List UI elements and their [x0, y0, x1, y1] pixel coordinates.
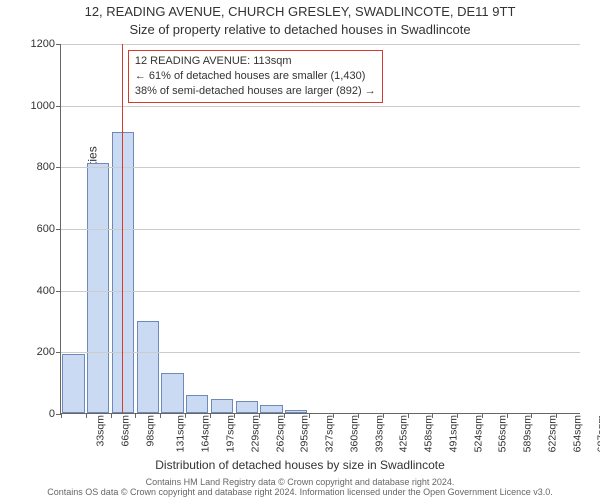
x-tick-label: 425sqm: [398, 413, 410, 452]
x-tick-mark: [432, 413, 433, 418]
histogram-bar: [62, 354, 84, 413]
x-tick-label: 131sqm: [175, 413, 187, 452]
y-tick-mark: [56, 352, 61, 353]
y-tick-label: 600: [37, 223, 55, 235]
histogram-bar: [236, 401, 258, 413]
y-tick-mark: [56, 291, 61, 292]
x-tick-label: 393sqm: [373, 413, 385, 452]
x-tick-label: 164sqm: [200, 413, 212, 452]
x-tick-mark: [531, 413, 532, 418]
x-tick-mark: [259, 413, 260, 418]
gridline: [61, 167, 580, 168]
x-tick-mark: [309, 413, 310, 418]
histogram-bar: [112, 132, 134, 413]
y-tick-label: 400: [37, 285, 55, 297]
gridline: [61, 106, 580, 107]
x-tick-label: 66sqm: [119, 413, 131, 447]
x-tick-mark: [284, 413, 285, 418]
x-tick-label: 458sqm: [422, 413, 434, 452]
y-tick-label: 800: [37, 161, 55, 173]
x-tick-label: 491sqm: [447, 413, 459, 452]
gridline: [61, 291, 580, 292]
x-tick-label: 327sqm: [323, 413, 335, 452]
annotation-line: 12 READING AVENUE: 113sqm: [135, 54, 376, 69]
x-tick-mark: [507, 413, 508, 418]
histogram-bar: [260, 405, 282, 413]
x-tick-label: 98sqm: [144, 413, 156, 447]
x-tick-mark: [457, 413, 458, 418]
x-tick-mark: [135, 413, 136, 418]
x-tick-label: 262sqm: [274, 413, 286, 452]
x-tick-mark: [160, 413, 161, 418]
annotation-line: 38% of semi-detached houses are larger (…: [135, 84, 376, 99]
x-tick-label: 33sqm: [95, 413, 107, 447]
x-tick-mark: [556, 413, 557, 418]
annotation-box: 12 READING AVENUE: 113sqm← 61% of detach…: [128, 50, 383, 103]
x-tick-mark: [333, 413, 334, 418]
x-tick-mark: [408, 413, 409, 418]
title-line-2: Size of property relative to detached ho…: [0, 22, 600, 37]
x-tick-label: 360sqm: [348, 413, 360, 452]
x-tick-label: 197sqm: [224, 413, 236, 452]
plot-area: 02004006008001000120033sqm66sqm98sqm131s…: [60, 44, 580, 414]
gridline: [61, 44, 580, 45]
x-tick-label: 687sqm: [596, 413, 600, 452]
x-tick-mark: [210, 413, 211, 418]
y-tick-label: 200: [37, 346, 55, 358]
y-tick-label: 1200: [31, 38, 55, 50]
property-marker-line: [122, 44, 123, 413]
x-tick-label: 295sqm: [299, 413, 311, 452]
histogram-bar: [211, 399, 233, 413]
caption-line-2: Contains OS data © Crown copyright and d…: [0, 488, 600, 498]
y-tick-mark: [56, 229, 61, 230]
x-tick-mark: [482, 413, 483, 418]
histogram-bar: [137, 321, 159, 414]
y-tick-mark: [56, 167, 61, 168]
x-tick-label: 589sqm: [522, 413, 534, 452]
y-tick-mark: [56, 106, 61, 107]
x-tick-mark: [185, 413, 186, 418]
x-tick-mark: [358, 413, 359, 418]
gridline: [61, 352, 580, 353]
x-tick-label: 622sqm: [546, 413, 558, 452]
gridline: [61, 229, 580, 230]
x-tick-mark: [86, 413, 87, 418]
y-tick-mark: [56, 44, 61, 45]
x-tick-label: 524sqm: [472, 413, 484, 452]
x-axis-label: Distribution of detached houses by size …: [0, 458, 600, 472]
y-tick-label: 1000: [31, 100, 55, 112]
x-tick-label: 229sqm: [249, 413, 261, 452]
histogram-bar: [186, 395, 208, 414]
histogram-bar: [161, 373, 183, 413]
annotation-line: ← 61% of detached houses are smaller (1,…: [135, 69, 376, 84]
x-tick-mark: [61, 413, 62, 418]
caption: Contains HM Land Registry data © Crown c…: [0, 478, 600, 498]
title-line-1: 12, READING AVENUE, CHURCH GRESLEY, SWAD…: [0, 4, 600, 19]
x-tick-mark: [383, 413, 384, 418]
y-tick-label: 0: [49, 408, 55, 420]
chart-root: 12, READING AVENUE, CHURCH GRESLEY, SWAD…: [0, 0, 600, 500]
x-tick-mark: [234, 413, 235, 418]
histogram-bar: [87, 163, 109, 413]
x-tick-label: 654sqm: [571, 413, 583, 452]
x-tick-label: 556sqm: [497, 413, 509, 452]
x-tick-mark: [111, 413, 112, 418]
